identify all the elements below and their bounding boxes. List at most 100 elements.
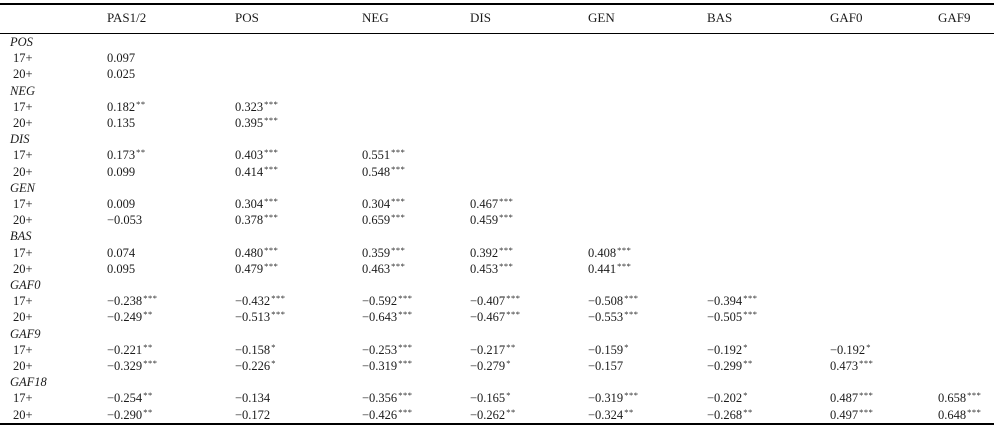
correlation-value: 0.408 <box>588 245 617 260</box>
significance-stars: *** <box>264 98 279 109</box>
correlation-value: −0.254 <box>107 391 143 406</box>
value-cell: 0.480*** <box>225 245 352 261</box>
correlation-value: 0.479 <box>235 261 264 276</box>
value-cell <box>697 164 820 180</box>
value-cell: −0.262** <box>460 407 578 424</box>
significance-stars: *** <box>271 293 286 304</box>
group-row: GAF9 <box>0 326 994 342</box>
group-label: GAF18 <box>10 375 47 390</box>
data-row: 20+ −0.249** −0.513*** −0.643*** −0.467*** −0… <box>0 309 994 325</box>
significance-stars: *** <box>264 196 279 207</box>
correlation-value: −0.226 <box>235 359 271 374</box>
group-row: GAF18 <box>0 374 994 390</box>
correlation-value: 0.009 <box>107 197 136 212</box>
correlation-value: 0.658 <box>938 391 967 406</box>
group-label: GEN <box>10 180 35 195</box>
value-cell: −0.513*** <box>225 309 352 325</box>
correlation-value: 0.453 <box>470 261 499 276</box>
group-row: POS <box>0 34 994 51</box>
significance-stars: *** <box>743 293 758 304</box>
value-cell: 0.441*** <box>578 261 697 277</box>
correlation-value: 0.414 <box>235 164 264 179</box>
value-cell <box>820 99 928 115</box>
value-cell <box>578 115 697 131</box>
row-label: 17+ <box>13 148 33 163</box>
value-cell: 0.323*** <box>225 99 352 115</box>
value-cell <box>460 115 578 131</box>
significance-stars: *** <box>859 390 874 401</box>
significance-stars: * <box>743 390 748 401</box>
group-row: GAF0 <box>0 277 994 293</box>
value-cell: −0.221** <box>97 342 225 358</box>
significance-stars: *** <box>617 244 632 255</box>
data-row: 20+ −0.053 0.378*** 0.659*** 0.459*** <box>0 212 994 228</box>
data-row: 17+ 0.097 <box>0 50 994 66</box>
value-cell <box>928 212 994 228</box>
value-cell: −0.249** <box>97 309 225 325</box>
significance-stars: *** <box>143 293 158 304</box>
row-label: 20+ <box>13 164 33 179</box>
value-cell: −0.157 <box>578 358 697 374</box>
row-label: 20+ <box>13 261 33 276</box>
row-label: 20+ <box>13 67 33 82</box>
value-cell: −0.592*** <box>352 293 460 309</box>
value-cell: −0.134 <box>225 390 352 406</box>
correlation-value: 0.074 <box>107 245 136 260</box>
value-cell: 0.378*** <box>225 212 352 228</box>
column-header: GAF9 <box>928 4 994 34</box>
value-cell <box>352 66 460 82</box>
value-cell: −0.467*** <box>460 309 578 325</box>
correlation-value: 0.173 <box>107 148 136 163</box>
row-label: 17+ <box>13 294 33 309</box>
value-cell <box>820 309 928 325</box>
correlation-value: 0.323 <box>235 99 264 114</box>
correlation-value: 0.182 <box>107 99 136 114</box>
value-cell: −0.226* <box>225 358 352 374</box>
value-cell <box>697 50 820 66</box>
significance-stars: *** <box>624 390 639 401</box>
value-cell <box>352 99 460 115</box>
value-cell: 0.479*** <box>225 261 352 277</box>
correlation-value: −0.324 <box>588 407 624 422</box>
value-cell: 0.099 <box>97 164 225 180</box>
significance-stars: ** <box>743 406 753 417</box>
value-cell: −0.290** <box>97 407 225 424</box>
value-cell: 0.459*** <box>460 212 578 228</box>
correlation-value: −0.238 <box>107 294 143 309</box>
significance-stars: *** <box>391 196 406 207</box>
value-cell: 0.095 <box>97 261 225 277</box>
correlation-value: 0.463 <box>362 261 391 276</box>
correlation-value: −0.165 <box>470 391 506 406</box>
correlation-value: −0.426 <box>362 407 398 422</box>
significance-stars: *** <box>398 293 413 304</box>
correlation-value: −0.192 <box>830 342 866 357</box>
significance-stars: * <box>271 358 276 369</box>
value-cell: 0.025 <box>97 66 225 82</box>
value-cell: 0.408*** <box>578 245 697 261</box>
value-cell: −0.319*** <box>352 358 460 374</box>
significance-stars: *** <box>499 260 514 271</box>
correlation-value: −0.394 <box>707 294 743 309</box>
significance-stars: *** <box>143 358 158 369</box>
value-cell: 0.659*** <box>352 212 460 228</box>
correlation-value: −0.407 <box>470 294 506 309</box>
value-cell: 0.551*** <box>352 147 460 163</box>
significance-stars: *** <box>398 406 413 417</box>
row-label: 17+ <box>13 51 33 66</box>
column-header: GAF0 <box>820 4 928 34</box>
value-cell <box>928 293 994 309</box>
value-cell: 0.497*** <box>820 407 928 424</box>
value-cell: −0.508*** <box>578 293 697 309</box>
data-row: 17+ −0.238*** −0.432*** −0.592*** −0.407*** −… <box>0 293 994 309</box>
correlation-value: 0.097 <box>107 51 136 66</box>
value-cell: 0.487*** <box>820 390 928 406</box>
value-cell: 0.395*** <box>225 115 352 131</box>
correlation-value: 0.135 <box>107 116 136 131</box>
correlation-value: 0.392 <box>470 245 499 260</box>
row-label: 17+ <box>13 342 33 357</box>
significance-stars: *** <box>391 147 406 158</box>
value-cell <box>578 99 697 115</box>
group-label: GAF0 <box>10 278 41 293</box>
correlation-value: 0.359 <box>362 245 391 260</box>
significance-stars: *** <box>506 309 521 320</box>
